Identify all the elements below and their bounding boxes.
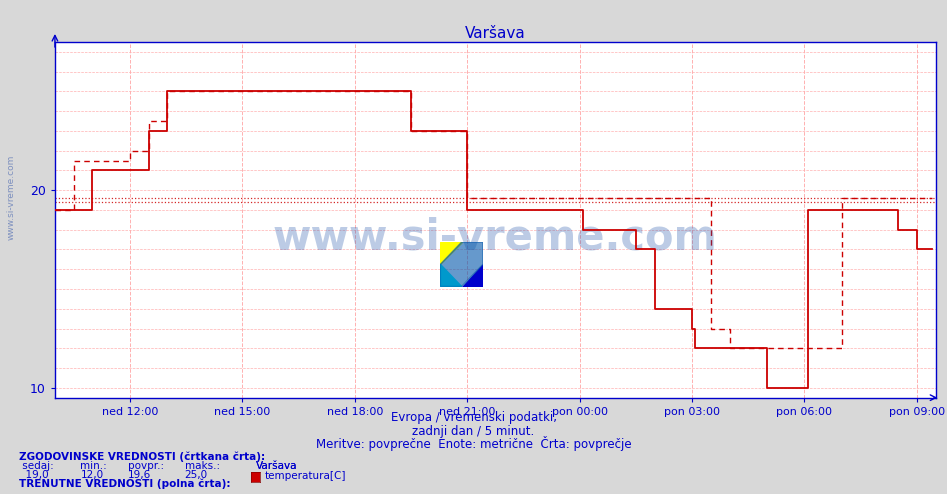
Text: Varšava: Varšava (256, 461, 297, 471)
Text: 19,6: 19,6 (128, 470, 152, 480)
Text: 25,0: 25,0 (185, 470, 207, 480)
Text: Varšava: Varšava (256, 461, 297, 471)
Text: www.si-vreme.com: www.si-vreme.com (273, 216, 718, 259)
Text: 19,0: 19,0 (19, 470, 48, 480)
Text: povpr.:: povpr.: (128, 461, 164, 471)
Polygon shape (440, 242, 462, 264)
Text: zadnji dan / 5 minut.: zadnji dan / 5 minut. (412, 425, 535, 438)
Polygon shape (462, 264, 483, 287)
Text: maks.:: maks.: (185, 461, 220, 471)
Text: Evropa / vremenski podatki,: Evropa / vremenski podatki, (390, 411, 557, 424)
Text: ZGODOVINSKE VREDNOSTI (črtkana črta):: ZGODOVINSKE VREDNOSTI (črtkana črta): (19, 452, 265, 462)
Text: sedaj:: sedaj: (19, 461, 54, 471)
Text: www.si-vreme.com: www.si-vreme.com (7, 155, 16, 240)
Text: TRENUTNE VREDNOSTI (polna črta):: TRENUTNE VREDNOSTI (polna črta): (19, 478, 230, 489)
Polygon shape (440, 264, 462, 287)
Text: temperatura[C]: temperatura[C] (264, 471, 346, 481)
Polygon shape (440, 242, 483, 287)
Text: min.:: min.: (80, 461, 107, 471)
Title: Varšava: Varšava (465, 26, 526, 41)
Text: 12,0: 12,0 (80, 470, 103, 480)
Text: Meritve: povprečne  Enote: metrične  Črta: povprečje: Meritve: povprečne Enote: metrične Črta:… (315, 436, 632, 451)
